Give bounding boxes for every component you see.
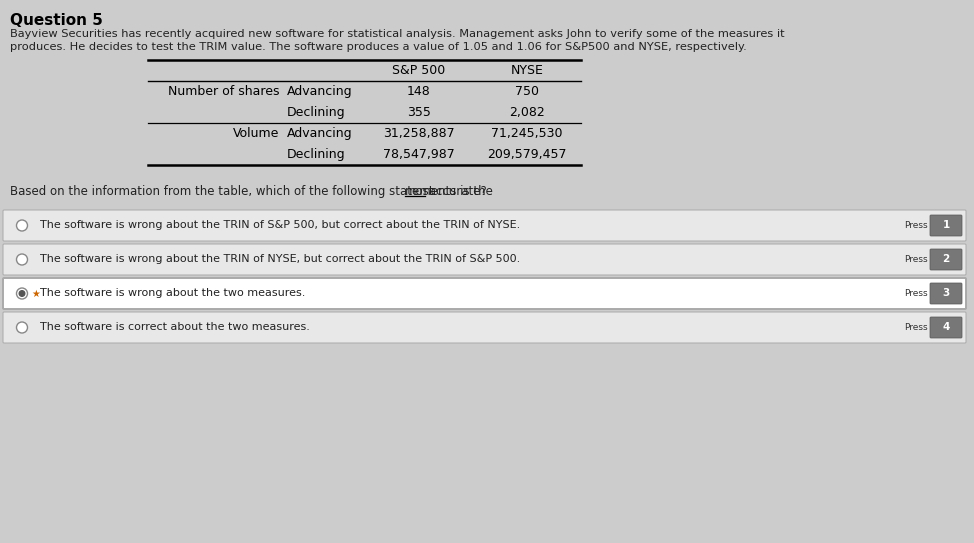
Text: 355: 355 (407, 106, 431, 119)
FancyBboxPatch shape (3, 312, 966, 343)
FancyBboxPatch shape (930, 283, 962, 304)
Text: The software is wrong about the two measures.: The software is wrong about the two meas… (40, 288, 306, 299)
Text: 2,082: 2,082 (509, 106, 544, 119)
Circle shape (17, 288, 27, 299)
Text: S&P 500: S&P 500 (393, 64, 446, 77)
Text: Advancing: Advancing (287, 127, 353, 140)
Text: 4: 4 (942, 323, 950, 332)
Text: Declining: Declining (287, 106, 346, 119)
Text: Based on the information from the table, which of the following statements is th: Based on the information from the table,… (10, 185, 497, 198)
FancyBboxPatch shape (930, 249, 962, 270)
Text: 148: 148 (407, 85, 431, 98)
Text: Question 5: Question 5 (10, 13, 103, 28)
Circle shape (17, 322, 27, 333)
Text: NYSE: NYSE (510, 64, 543, 77)
Text: Press: Press (905, 289, 928, 298)
Circle shape (19, 291, 24, 296)
Text: ★: ★ (31, 288, 40, 299)
Text: Press: Press (905, 221, 928, 230)
Text: Press: Press (905, 323, 928, 332)
Text: most: most (405, 185, 434, 198)
Text: 31,258,887: 31,258,887 (383, 127, 455, 140)
Text: Press: Press (905, 255, 928, 264)
Circle shape (17, 254, 27, 265)
Text: accurate?: accurate? (426, 185, 487, 198)
FancyBboxPatch shape (3, 278, 966, 309)
Text: 71,245,530: 71,245,530 (491, 127, 563, 140)
Text: Number of shares: Number of shares (168, 85, 279, 98)
FancyBboxPatch shape (930, 317, 962, 338)
Text: 3: 3 (943, 288, 950, 299)
Text: The software is wrong about the TRIN of S&P 500, but correct about the TRIN of N: The software is wrong about the TRIN of … (40, 220, 520, 230)
Text: Bayview Securities has recently acquired new software for statistical analysis. : Bayview Securities has recently acquired… (10, 29, 785, 39)
Text: 750: 750 (515, 85, 539, 98)
Text: produces. He decides to test the TRIM value. The software produces a value of 1.: produces. He decides to test the TRIM va… (10, 42, 747, 52)
Text: The software is correct about the two measures.: The software is correct about the two me… (40, 323, 310, 332)
Text: Declining: Declining (287, 148, 346, 161)
Text: Volume: Volume (233, 127, 279, 140)
Text: 2: 2 (943, 255, 950, 264)
FancyBboxPatch shape (930, 215, 962, 236)
FancyBboxPatch shape (3, 210, 966, 241)
Text: 1: 1 (943, 220, 950, 230)
Text: 209,579,457: 209,579,457 (487, 148, 567, 161)
Circle shape (17, 220, 27, 231)
Text: The software is wrong about the TRIN of NYSE, but correct about the TRIN of S&P : The software is wrong about the TRIN of … (40, 255, 520, 264)
Text: Advancing: Advancing (287, 85, 353, 98)
Text: 78,547,987: 78,547,987 (383, 148, 455, 161)
FancyBboxPatch shape (3, 244, 966, 275)
